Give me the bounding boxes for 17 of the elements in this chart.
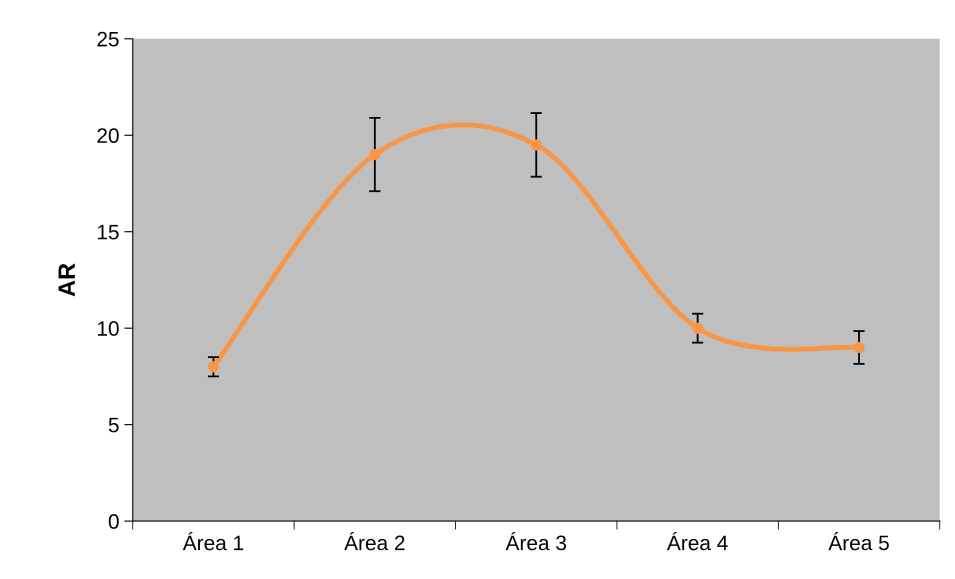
x-tick-label: Área 5 xyxy=(828,532,889,550)
y-axis-title: AR xyxy=(58,263,75,296)
y-tick-label: 5 xyxy=(108,418,119,432)
y-tick-label: 15 xyxy=(98,224,119,240)
y-tick-label: 25 xyxy=(97,32,119,47)
y-tick-label: 10 xyxy=(98,321,119,336)
x-tick-label: Área 1 xyxy=(182,532,244,550)
y-tick-label: 20 xyxy=(97,128,119,144)
point xyxy=(853,342,865,354)
point xyxy=(369,148,380,160)
y-tick-label: 0 xyxy=(108,514,119,529)
point xyxy=(530,139,542,150)
x-tick-label: Área 3 xyxy=(506,532,566,550)
point xyxy=(208,361,219,372)
x-tick-label: Área 2 xyxy=(344,532,404,550)
point xyxy=(692,322,704,334)
x-tick-label: Área 4 xyxy=(666,532,728,550)
